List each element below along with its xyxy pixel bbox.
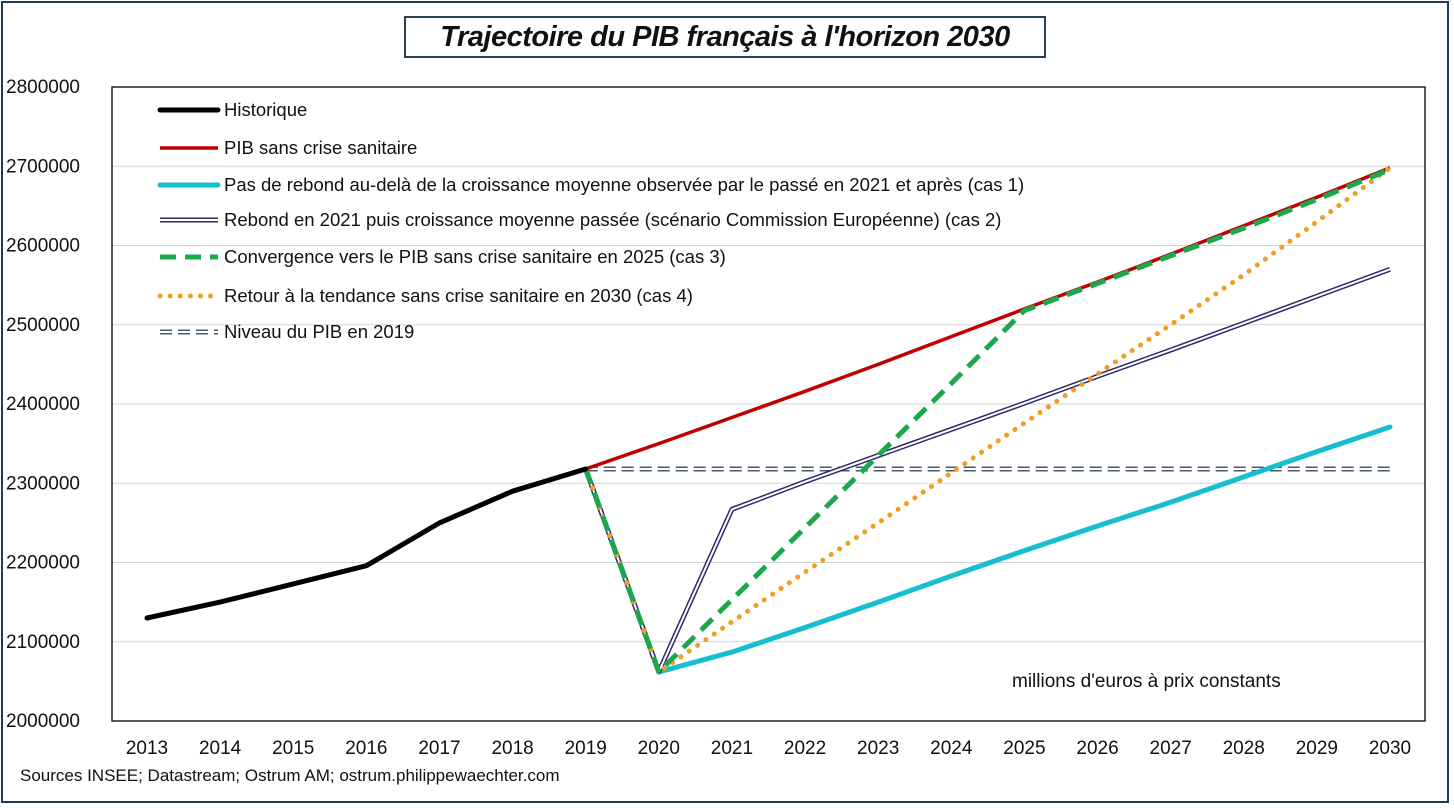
chart-title-box: Trajectoire du PIB français à l'horizon … [404, 16, 1046, 58]
x-tick-label: 2022 [784, 738, 826, 759]
x-tick-label: 2021 [711, 738, 753, 759]
legend-label: Retour à la tendance sans crise sanitair… [224, 285, 693, 306]
x-tick-label: 2016 [345, 738, 387, 759]
y-tick-label: 2700000 [6, 156, 80, 177]
source-note: Sources INSEE; Datastream; Ostrum AM; os… [20, 766, 559, 785]
legend: Historique PIB sans crise sanitaire Pas de… [157, 99, 1024, 342]
legend-item: Convergence vers le PIB sans crise sanit… [160, 246, 726, 267]
x-tick-label: 2017 [418, 738, 460, 759]
series-cas-3-line [583, 167, 1391, 675]
legend-item: PIB sans crise sanitaire [160, 137, 417, 158]
legend-item: Niveau du PIB en 2019 [160, 321, 414, 342]
series-cas-1 [583, 424, 1393, 675]
legend-label: Niveau du PIB en 2019 [224, 321, 414, 342]
x-tick-label: 2015 [272, 738, 314, 759]
y-tick-label: 2600000 [6, 236, 80, 257]
y-tick-label: 2300000 [6, 473, 80, 494]
legend-item: Pas de rebond au-delà de la croissance m… [157, 174, 1024, 195]
y-axis-ticks: 2000000 2100000 2200000 2300000 2400000 25000… [6, 77, 80, 732]
series-cas-2 [583, 266, 1391, 675]
y-tick-label: 2100000 [6, 632, 80, 653]
series-cas-4 [583, 165, 1393, 675]
x-tick-label: 2019 [565, 738, 607, 759]
series-cas-1-line [583, 424, 1393, 675]
series-historique-line [144, 466, 589, 621]
plot-area [111, 86, 1426, 722]
x-tick-label: 2028 [1223, 738, 1265, 759]
y-tick-label: 2400000 [6, 394, 80, 415]
units-annotation: millions d'euros à prix constants [1012, 671, 1281, 692]
series-cas-2-line-inner [584, 268, 1391, 673]
x-tick-label: 2025 [1003, 738, 1045, 759]
x-tick-label: 2014 [199, 738, 242, 759]
legend-label: Convergence vers le PIB sans crise sanit… [224, 246, 726, 267]
legend-item: Historique [157, 99, 307, 120]
x-tick-label: 2029 [1296, 738, 1338, 759]
legend-label: Pas de rebond au-delà de la croissance m… [224, 174, 1024, 195]
y-tick-label: 2000000 [6, 711, 80, 732]
legend-label: PIB sans crise sanitaire [224, 137, 417, 158]
series-cas-3 [583, 167, 1391, 675]
legend-item: Rebond en 2021 puis croissance moyenne p… [160, 209, 1001, 230]
series-historique [144, 466, 589, 621]
x-tick-label: 2026 [1076, 738, 1118, 759]
x-axis-ticks: 2013 2014 2015 2016 2017 2018 2019 2020 2021 2022… [126, 738, 1411, 759]
gridlines [112, 165, 1425, 643]
chart-title: Trajectoire du PIB français à l'horizon … [440, 20, 1010, 53]
legend-item: Retour à la tendance sans crise sanitair… [157, 285, 693, 306]
y-tick-label: 2200000 [6, 553, 80, 574]
series-lines [144, 165, 1393, 675]
y-tick-label: 2500000 [6, 315, 80, 336]
x-tick-label: 2024 [930, 738, 973, 759]
x-tick-label: 2018 [491, 738, 533, 759]
x-tick-label: 2030 [1369, 738, 1411, 759]
legend-label: Rebond en 2021 puis croissance moyenne p… [224, 209, 1001, 230]
x-tick-label: 2027 [1150, 738, 1192, 759]
x-tick-label: 2013 [126, 738, 168, 759]
x-tick-label: 2020 [638, 738, 680, 759]
x-tick-label: 2023 [857, 738, 899, 759]
y-tick-label: 2800000 [6, 77, 80, 98]
series-cas-4-line [583, 165, 1393, 675]
legend-label: Historique [224, 99, 307, 120]
